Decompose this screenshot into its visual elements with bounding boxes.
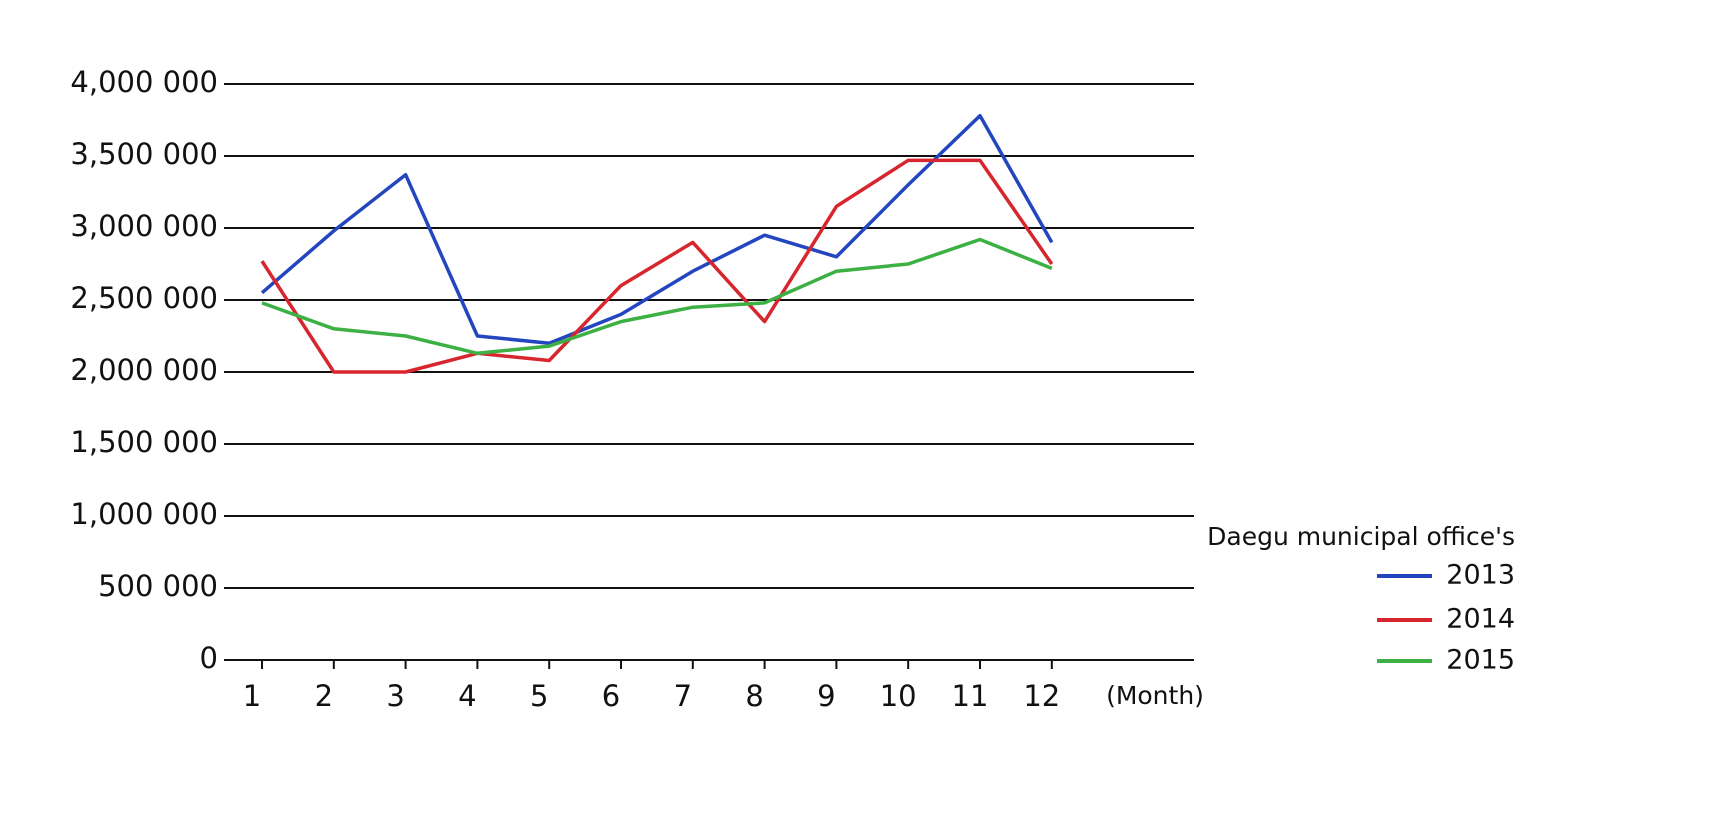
y-tick-label: 2,500 000 [70,281,218,315]
legend-label: 2014 [1446,604,1515,635]
x-tick-label: 9 [817,679,835,713]
y-tick-label: 2,000 000 [70,353,218,387]
legend-label: 2013 [1446,560,1515,591]
x-tick-label: 7 [674,679,692,713]
y-tick-label: 500 000 [98,569,218,603]
series-line [261,237,1053,356]
x-tick-label: 11 [952,679,989,713]
x-tick-label: 8 [745,679,763,713]
x-tick-label: 3 [386,679,404,713]
series-line [260,158,1054,374]
legend-label: 2015 [1446,645,1515,676]
y-tick-label: 3,500 000 [70,137,218,171]
x-tick-label: 10 [880,679,917,713]
x-tick-label: 2 [315,679,333,713]
x-tick-label: 4 [458,679,476,713]
legend-title: Daegu municipal office's [1207,522,1515,551]
x-tick-label: 1 [243,679,261,713]
y-tick-label: 1,500 000 [70,425,218,459]
x-tick-label: 5 [530,679,548,713]
y-tick-label: 1,000 000 [70,497,218,531]
series-line [260,113,1054,345]
x-tick-label: 6 [602,679,620,713]
y-tick-label: 4,000 000 [70,65,218,99]
x-tick-label: 12 [1023,679,1060,713]
y-tick-label: 3,000 000 [70,209,218,243]
x-axis-label: (Month) [1106,681,1204,710]
y-tick-label: 0 [200,641,218,675]
